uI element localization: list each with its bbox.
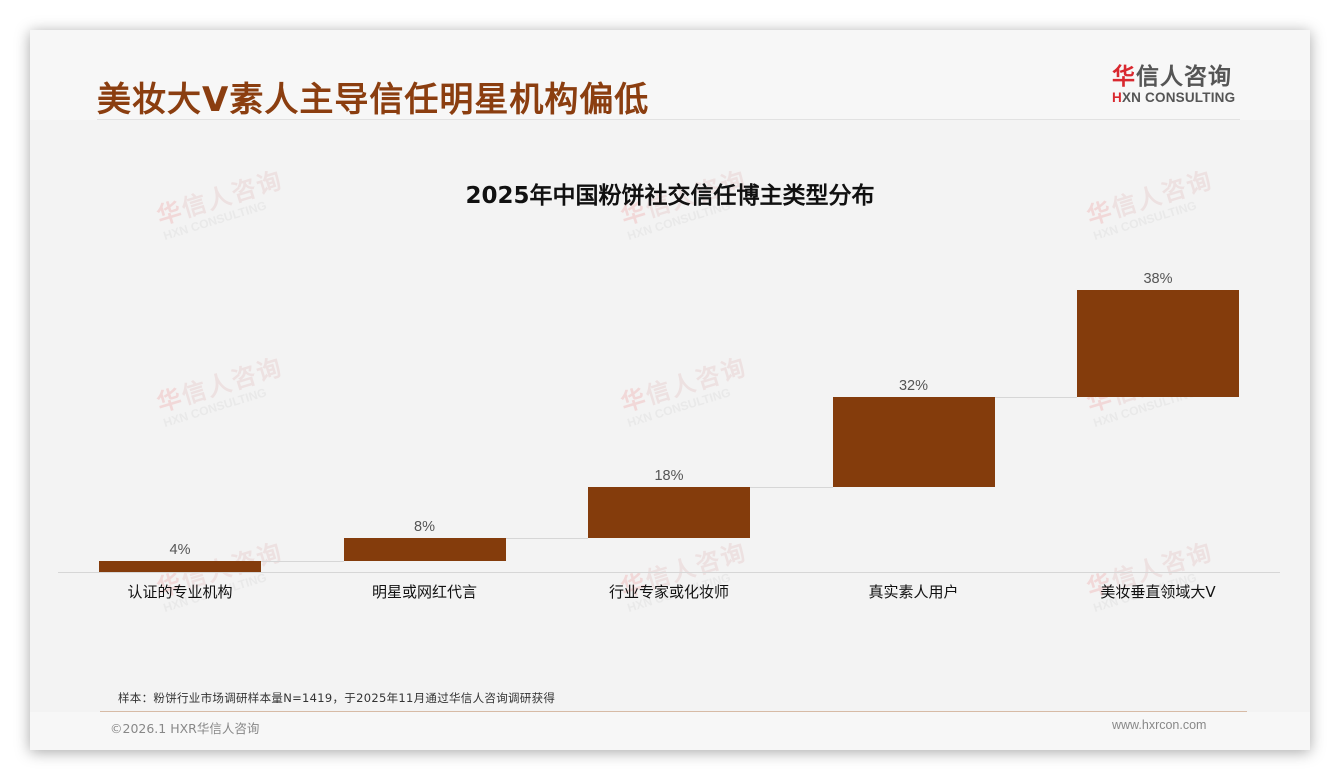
bar-value-label: 8%	[414, 519, 435, 535]
page-title: 美妆大V素人主导信任明星机构偏低	[97, 80, 650, 120]
category-label: 美妆垂直领域大V	[1100, 583, 1216, 601]
x-axis-line	[58, 572, 1280, 573]
waterfall-connector	[994, 397, 1077, 398]
waterfall-connector	[750, 487, 833, 488]
waterfall-connector	[505, 538, 588, 539]
waterfall-connector	[261, 561, 344, 562]
category-label: 行业专家或化妆师	[608, 583, 729, 601]
bar-value-label: 18%	[654, 468, 684, 484]
bar[interactable]	[832, 397, 995, 487]
footer-divider	[100, 711, 1247, 712]
footer-band	[30, 712, 1310, 750]
waterfall-chart: 4% 认证的专业机构 8% 明星或网红代言 18% 行业专家或化妆师 32% 真实素人用户 38…	[30, 30, 1310, 750]
logo-en-text: XN CONSULTING	[1121, 90, 1236, 105]
copyright-text: ©2026.1 HXR华信人咨询	[110, 721, 260, 736]
logo-cn: 华信人咨询	[1112, 64, 1242, 90]
bar[interactable]	[343, 538, 506, 561]
bar[interactable]	[1077, 290, 1239, 397]
category-label: 明星或网红代言	[371, 583, 477, 601]
bar-value-label: 38%	[1143, 271, 1173, 287]
slide: 华信人咨询 HXN CONSULTING 华信人咨询 HXN CONSULTIN…	[30, 30, 1310, 750]
logo-en: HXN CONSULTING	[1112, 90, 1242, 106]
website-link[interactable]: www.hxrcon.com	[1112, 718, 1207, 732]
logo-cn-text: 信人咨询	[1136, 64, 1232, 90]
logo-accent-char: 华	[1112, 64, 1136, 90]
title-divider	[97, 119, 1240, 120]
sample-note: 样本：粉饼行业市场调研样本量N=1419，于2025年11月通过华信人咨询调研获…	[118, 691, 556, 705]
bar-value-label: 32%	[898, 378, 929, 394]
bar-value-label: 4%	[169, 542, 191, 558]
company-logo: 华信人咨询 HXN CONSULTING	[1112, 64, 1242, 106]
category-label: 认证的专业机构	[127, 583, 233, 601]
logo-en-accent: H	[1112, 90, 1122, 105]
bar[interactable]	[588, 487, 750, 538]
chart-title: 2025年中国粉饼社交信任博主类型分布	[465, 183, 875, 209]
category-label: 真实素人用户	[868, 583, 959, 601]
bar[interactable]	[99, 561, 261, 572]
header-band	[30, 30, 1310, 120]
